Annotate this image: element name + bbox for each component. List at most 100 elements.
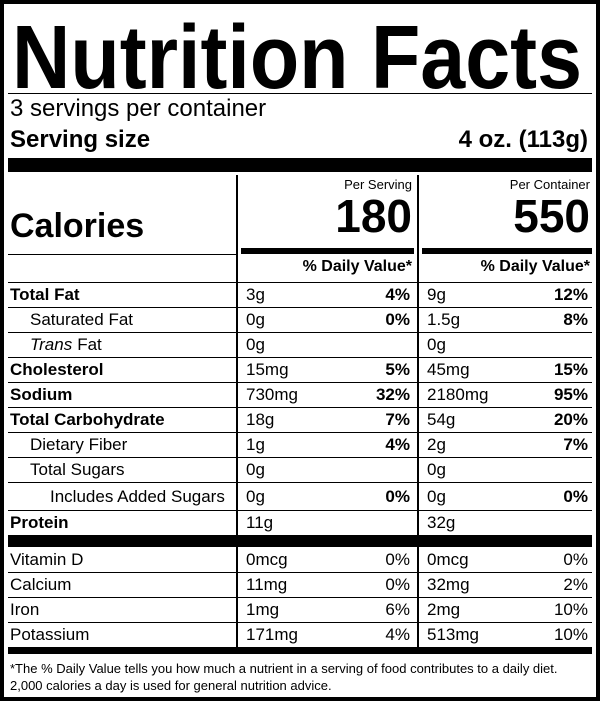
daily-value: 95% [553,385,588,405]
calories-value: 550 [513,189,590,242]
nutrient-name: Iron [10,600,40,620]
daily-value: 5% [385,360,410,380]
daily-value: 4% [385,285,410,305]
column-bar [422,248,592,254]
amount: 54g [427,410,456,430]
servings: 3 servings per container [10,94,267,122]
daily-value: 12% [553,285,588,305]
amount: 11mg [246,575,288,595]
daily-value: 10% [553,625,588,645]
row-line [8,282,592,283]
column-header: Per Serving [344,176,412,192]
amount: 32mg [427,575,470,595]
row-line [8,382,592,383]
daily-value: 4% [385,625,410,645]
daily-value: 0% [385,575,410,595]
daily-value: 7% [385,410,410,430]
footnote: 2,000 calories a day is used for general… [10,677,332,693]
thick-bar [8,647,592,654]
nutrient-name: Protein [10,513,69,533]
serving-size-value: 4 oz. (113g) [458,125,588,153]
serving-size-label: Serving size [10,125,151,153]
row-line [8,307,592,308]
column-bar [241,248,414,254]
amount: 1.5g [427,310,461,330]
column-divider [417,175,419,648]
nutrient-name: Potassium [10,625,90,645]
daily-value: 4% [385,435,410,455]
amount: 0g [246,335,265,355]
amount: 513mg [427,625,479,645]
nutrient-name: Saturated Fat [30,310,134,330]
thick-bar [8,158,592,172]
nutrient-name: Calcium [10,575,72,595]
daily-value: 0% [385,310,410,330]
amount: 0g [246,486,265,506]
daily-value: 0% [563,486,588,506]
daily-value: 6% [385,600,410,620]
amount: 11g [246,513,274,533]
row-line [8,510,592,511]
daily-value: 2% [563,575,588,595]
nutrient-name: Sodium [10,385,73,405]
amount: 32g [427,513,456,533]
nutrient-name: Total Carbohydrate [10,410,165,430]
calories-value: 180 [335,189,412,242]
title-rule [8,93,592,94]
nutrient-name: Cholesterol [10,360,104,380]
amount: 45mg [427,360,470,380]
column-header: Per Container [509,176,590,192]
daily-value: 15% [553,360,588,380]
title: Nutrition Facts [12,10,582,94]
nutrient-name-rest: Fat [77,335,102,355]
title-svg: Nutrition Facts [12,10,582,94]
row-line [8,407,592,408]
nutrient-name: Total Fat [10,285,80,305]
amount: 2mg [427,600,461,620]
row-line [8,254,237,255]
daily-value: 32% [375,385,410,405]
amount: 9g [427,285,446,305]
daily-value: 10% [553,600,588,620]
amount: 0mcg [246,550,288,570]
row-line [8,597,592,598]
amount: 0mcg [427,550,469,570]
daily-value: 0% [385,550,410,570]
amount: 0g [427,335,446,355]
nutrient-name: Trans Fat [30,336,102,353]
calories-label: Calories [10,207,145,246]
row-line [8,482,592,483]
amount: 2180mg [427,385,489,405]
daily-value: 0% [385,486,410,506]
amount: 730mg [246,385,298,405]
row-line [8,432,592,433]
amount: 0g [427,460,446,480]
row-line [8,357,592,358]
nutrient-name: Includes Added Sugars [50,486,225,506]
nutrient-name: Vitamin D [10,550,84,570]
nutrient-name: Total Sugars [30,460,125,480]
amount: 0g [246,310,265,330]
daily-value: 20% [553,410,588,430]
amount: 18g [246,410,275,430]
amount: 1mg [246,600,280,620]
amount: 0g [427,486,446,506]
daily-value: 8% [563,310,588,330]
amount: 15mg [246,360,289,380]
row-line [8,622,592,623]
row-line [8,457,592,458]
row-line [8,572,592,573]
thick-bar [8,535,592,547]
dv-header: % Daily Value* [480,258,590,276]
amount: 2g [427,435,446,455]
dv-header: % Daily Value* [302,258,412,276]
amount: 1g [246,435,265,455]
amount: 3g [246,285,265,305]
row-line [8,332,592,333]
amount: 171mg [246,625,298,645]
footnote: *The % Daily Value tells you how much a … [10,660,558,676]
nutrient-name: Dietary Fiber [30,435,128,455]
daily-value: 0% [563,550,588,570]
amount: 0g [246,460,265,480]
